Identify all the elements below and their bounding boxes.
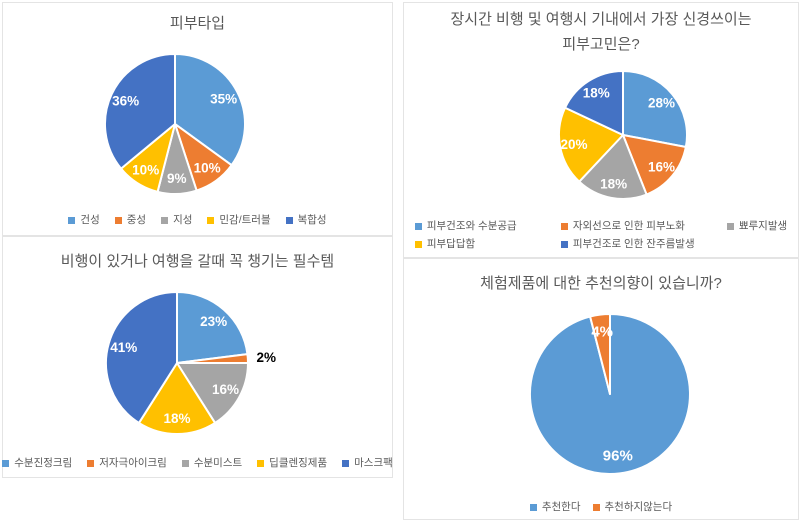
pie-chart-skin-type: 35% 10% 9% 10% 36% [103, 53, 246, 195]
legend-marker [560, 222, 568, 230]
legend-item: 수분진정크림 [2, 456, 72, 470]
legend-marker [207, 216, 215, 224]
legend-marker [529, 503, 537, 511]
legend-item: 딥클렌징제품 [257, 456, 327, 470]
legend-label: 추천한다 [541, 501, 581, 513]
legend-marker [414, 222, 422, 230]
pie-slice-label: 9% [167, 171, 187, 186]
pie-chart-travel-essentials: 23% 2% 16% 18% 41% [105, 291, 277, 435]
legend-marker [87, 459, 95, 467]
pie-slice-label: 16% [212, 382, 239, 397]
chart-panel-skin-type: 피부타입 35% 10% 9% 10% 36% 건성 중성 지성 민감/트러블 복합성 [2, 2, 393, 236]
legend-item: 민감/트러블 [207, 213, 271, 227]
legend-item: 지성 [161, 213, 192, 227]
legend-label: 피부건조와 수분공급 [426, 220, 517, 232]
legend-marker [2, 459, 10, 467]
chart-legend: 추천한다 추천하지않는다 [404, 500, 798, 514]
legend-label: 민감/트러블 [219, 214, 271, 226]
legend-label: 추천하지않는다 [604, 501, 673, 513]
legend-item: 건성 [68, 213, 100, 227]
pie-slice-label: 10% [194, 161, 221, 176]
chart-title: 체험제품에 대한 추천의향이 있습니까? [480, 275, 722, 292]
chart-title: 피부타입 [169, 15, 226, 32]
legend-marker [257, 459, 265, 467]
pie-slice [174, 53, 246, 167]
legend-marker [560, 240, 568, 248]
legend-label: 마스크팩 [354, 457, 393, 469]
legend-label: 수분진정크림 [14, 457, 73, 469]
pie-chart-inflight-skin-concern: 28% 16% 18% 20% 18% [558, 70, 688, 200]
pie-slice [564, 70, 624, 136]
legend-item: 저자극아이크림 [87, 456, 167, 470]
pie-slice-label: 4% [591, 324, 613, 341]
pie-slice [105, 291, 178, 424]
legend-marker [161, 216, 169, 224]
pie-slice-label: 20% [560, 137, 587, 152]
pie-slice [558, 106, 624, 183]
pie-slice [176, 291, 249, 364]
pie-slice-label: 2% [257, 350, 277, 365]
pie-slice-label: 16% [648, 159, 675, 174]
pie-slice-label: 10% [132, 163, 159, 178]
legend-marker [414, 240, 422, 248]
pie-slice [137, 362, 217, 435]
pie-slice-label: 18% [600, 177, 627, 192]
legend-item: 중성 [114, 213, 147, 227]
legend-label: 피부건조로 인한 잔주름발생 [572, 238, 695, 250]
legend-item: 수분미스트 [181, 456, 243, 470]
legend-label: 수분미스트 [193, 457, 243, 469]
pie-slice [589, 312, 611, 395]
pie-slice-label: 18% [583, 85, 610, 100]
pie-slice-label: 96% [603, 447, 633, 464]
legend-label: 자외선으로 인한 피부노화 [572, 220, 685, 232]
chart-legend: 수분진정크림 저자극아이크림 수분미스트 딥클렌징제품 마스크팩 [2, 456, 393, 470]
pie-slice [176, 362, 249, 424]
chart-panel-inflight-skin-concern: 장시간 비행 및 여행시 기내에서 가장 신경쓰이는 피부고민은? 28% 16%… [403, 2, 799, 258]
legend-item: 마스크팩 [342, 456, 393, 470]
legend-label: 저자극아이크림 [99, 457, 167, 469]
chart-panel-recommendation-intent: 체험제품에 대한 추천의향이 있습니까? 96% 4% 추천한다 추천하지않는다 [403, 258, 799, 520]
chart-legend: 건성 중성 지성 민감/트러블 복합성 [3, 213, 392, 227]
legend-item: 추천하지않는다 [592, 500, 673, 514]
chart-panel-travel-essentials: 비행이 있거나 여행을 갈때 꼭 챙기는 필수템 23% 2% 16% 18% 41% … [2, 236, 393, 478]
pie-slice [622, 70, 688, 148]
legend-label: 피부답답함 [426, 238, 476, 250]
legend-item: 뾰루지발생 [726, 219, 788, 233]
legend-marker [114, 216, 122, 224]
pie-slice [578, 134, 648, 200]
legend-label: 지성 [173, 214, 193, 226]
chart-title: 장시간 비행 및 여행시 기내에서 가장 신경쓰이는 피부고민은? [450, 11, 752, 53]
legend-marker [592, 503, 600, 511]
pie-slice-label: 18% [163, 411, 190, 426]
legend-marker [68, 216, 76, 224]
legend-label: 딥클렌징제품 [269, 457, 328, 469]
legend-item: 피부건조로 인한 잔주름발생 [560, 237, 711, 251]
legend-marker [342, 459, 350, 467]
legend-item: 자외선으로 인한 피부노화 [560, 219, 711, 233]
pie-chart-recommendation-intent: 96% 4% [528, 312, 691, 475]
pie-slice-label: 41% [110, 340, 137, 355]
legend-marker [181, 459, 189, 467]
legend-label: 중성 [126, 214, 147, 226]
legend-item: 추천한다 [529, 500, 581, 514]
legend-marker [285, 216, 293, 224]
legend-marker [726, 222, 734, 230]
legend-label: 건성 [80, 214, 100, 226]
pie-slice-label: 23% [200, 314, 227, 329]
legend-label: 복합성 [297, 214, 327, 226]
legend-item: 피부답답함 [414, 237, 545, 251]
pie-slice [622, 134, 687, 196]
legend-item: 피부건조와 수분공급 [414, 219, 545, 233]
pie-slice-label: 36% [112, 93, 139, 108]
chart-title: 비행이 있거나 여행을 갈때 꼭 챙기는 필수템 [60, 253, 335, 270]
legend-label: 뾰루지발생 [738, 220, 788, 232]
legend-item: 복합성 [285, 213, 327, 227]
pie-slice [103, 53, 176, 170]
pie-slice-label: 28% [648, 96, 675, 111]
pie-slice-label: 35% [210, 92, 237, 107]
